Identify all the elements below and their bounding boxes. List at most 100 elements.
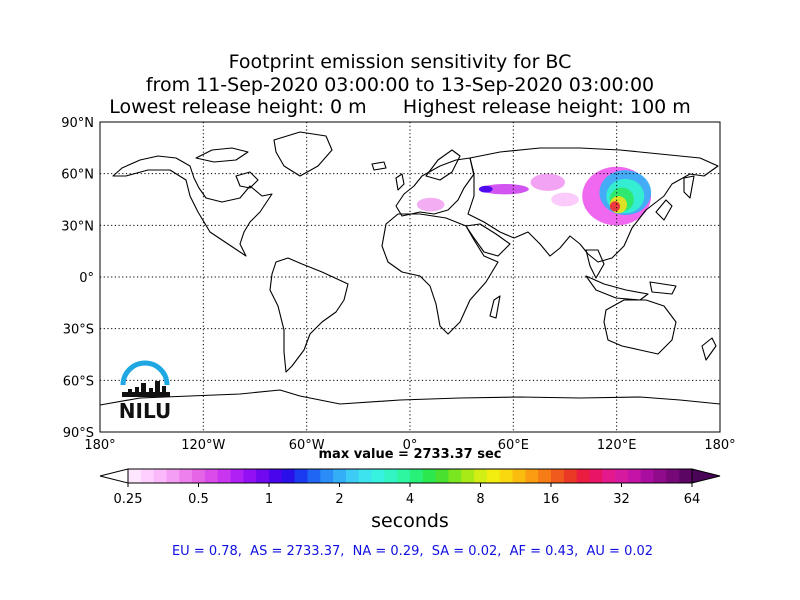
- colorbar-segment: [371, 469, 385, 483]
- coastline-arabia: [465, 223, 511, 257]
- colorbar-segment: [384, 469, 398, 483]
- colorbar-segment: [563, 469, 578, 483]
- colorbar: [99, 468, 721, 484]
- colorbar-tick-label: 4: [406, 492, 414, 507]
- footprint-blob-7: [478, 185, 493, 193]
- coastline-antarctica: [100, 389, 720, 406]
- colorbar-segment: [179, 469, 193, 483]
- coastline-hudson-bay: [235, 171, 259, 189]
- coastline-japan: [655, 199, 673, 221]
- colorbar-segment: [397, 469, 411, 483]
- colorbar-segment: [307, 469, 321, 483]
- coastlines: [100, 131, 720, 406]
- latitude-tick-label: 30°N: [61, 219, 94, 234]
- lowest-release-height: Lowest release height: 0 m: [109, 96, 367, 118]
- coastline-asia: [467, 147, 719, 263]
- coastline-kamchatka: [683, 175, 695, 199]
- footprint-blob-8: [530, 173, 565, 191]
- coastline-greenland: [273, 131, 333, 177]
- region-values-line: EU = 0.78, AS = 2733.37, NA = 0.29, SA =…: [171, 544, 654, 559]
- nilu-logo-text: NILU: [119, 399, 171, 423]
- chart-title-line-2: from 11-Sep-2020 03:00:00 to 13-Sep-2020…: [145, 74, 655, 96]
- colorbar-segment: [345, 469, 360, 483]
- coastline-africa: [381, 213, 499, 335]
- colorbar-segment: [410, 469, 424, 483]
- colorbar-segment: [166, 469, 180, 483]
- colorbar-segment: [243, 469, 257, 483]
- colorbar-segment: [602, 469, 616, 483]
- colorbar-segment: [679, 469, 693, 483]
- coastline-new-zealand: [701, 337, 717, 361]
- colorbar-segment: [435, 469, 449, 483]
- coastline-madagascar: [489, 295, 501, 319]
- nilu-logo-arc: [120, 360, 170, 386]
- longitude-tick-label: 0°: [403, 438, 418, 453]
- colorbar-segment: [140, 469, 155, 483]
- coastline-british-isles: [395, 173, 405, 191]
- latitude-tick-label: 60°S: [63, 374, 94, 389]
- coastline-australia: [603, 299, 677, 355]
- colorbar-unit-label: seconds: [371, 510, 449, 532]
- latitude-tick-label: 90°S: [63, 426, 94, 441]
- colorbar-tick-label: 64: [684, 492, 701, 507]
- colorbar-tick-label: 2: [335, 492, 343, 507]
- colorbar-segment: [128, 469, 142, 483]
- longitude-tick-label: 180°: [84, 438, 115, 453]
- colorbar-segment: [204, 469, 219, 483]
- colorbar-tick-label: 32: [613, 492, 630, 507]
- latitude-tick-label: 30°S: [63, 323, 94, 338]
- colorbar-segment: [422, 469, 437, 483]
- footprint-blob-10: [551, 192, 579, 207]
- colorbar-segment: [333, 469, 347, 483]
- colorbar-segment: [192, 469, 206, 483]
- coastline-south-america: [269, 257, 349, 373]
- nilu-logo-skyline: [122, 381, 170, 397]
- colorbar-tick-label: 8: [476, 492, 484, 507]
- longitude-tick-label: 120°E: [597, 438, 637, 453]
- coastline-indonesia: [585, 275, 649, 301]
- colorbar-segment: [640, 469, 655, 483]
- colorbar-segment: [269, 469, 283, 483]
- latitude-tick-label: 0°: [79, 271, 94, 286]
- longitude-tick-label: 180°: [704, 438, 735, 453]
- max-value-label: max value = 2733.37 sec: [318, 447, 502, 462]
- colorbar-segment: [576, 469, 590, 483]
- longitude-tick-labels: 180° 120°W 60°W 0° 60°E 120°E 180°: [84, 438, 735, 453]
- colorbar-segment: [294, 469, 308, 483]
- latitude-tick-label: 60°N: [61, 168, 94, 183]
- coastline-scandinavia: [425, 149, 461, 181]
- coastline-north-america: [112, 155, 273, 257]
- chart-title-line-3: Lowest release height: 0 m Highest relea…: [0, 96, 800, 118]
- highest-release-height: Highest release height: 100 m: [402, 96, 691, 118]
- colorbar-segment: [474, 469, 488, 483]
- map-frame: [99, 121, 721, 433]
- colorbar-segment: [589, 469, 603, 483]
- colorbar-segment: [230, 469, 244, 483]
- colorbar-segment: [525, 469, 539, 483]
- colorbar-segment: [512, 469, 526, 483]
- colorbar-segment: [448, 469, 462, 483]
- longitude-tick-label: 60°E: [498, 438, 529, 453]
- colorbar-min-extension: [99, 468, 129, 484]
- colorbar-tick-label: 0.25: [114, 492, 143, 507]
- chart-title-line-1: Footprint emission sensitivity for BC: [228, 51, 572, 73]
- colorbar-tick-label: 16: [543, 492, 560, 507]
- coastline-new-guinea: [649, 281, 677, 295]
- footprint-blob-9: [416, 197, 445, 212]
- colorbar-segment: [653, 469, 667, 483]
- colorbar-segment: [615, 469, 629, 483]
- longitude-tick-label: 60°W: [289, 438, 325, 453]
- footprint-blob-5: [609, 201, 621, 212]
- coastline-arctic-islands: [195, 147, 249, 163]
- footprint-blob-6: [480, 184, 529, 195]
- coastline-indochina: [585, 249, 605, 279]
- colorbar-segment: [499, 469, 514, 483]
- longitude-tick-label: 120°W: [181, 438, 225, 453]
- latitude-tick-label: 90°N: [61, 116, 94, 131]
- colorbar-segment: [666, 469, 680, 483]
- colorbar-segment: [217, 469, 232, 483]
- colorbar-tick-label: 0.5: [188, 492, 209, 507]
- nilu-logo: NILU: [119, 360, 171, 423]
- coastline-iceland: [371, 161, 387, 171]
